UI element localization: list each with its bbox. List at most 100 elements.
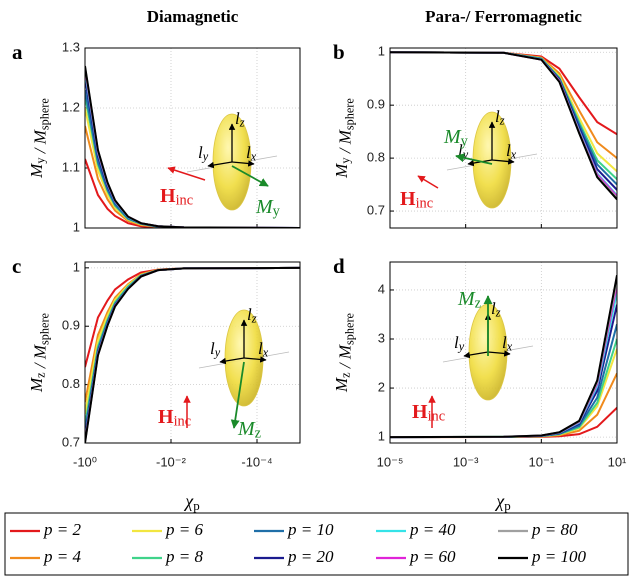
data-line [85,65,300,228]
m-label: My [443,126,469,150]
lx-arrow [491,158,515,165]
y-tick-label: 2 [378,379,385,394]
lx-label: lx [258,339,269,360]
lx-arrow [231,160,255,167]
symbol: H [158,406,174,428]
y-tick-label: 3 [378,330,385,345]
subscript: inc [176,193,194,209]
plot-frame [84,261,301,444]
y-tick-label: 1 [73,259,80,274]
x-tick-label: 10¹ [608,454,627,469]
lz-label: lz [491,299,501,320]
subscript: sphere [342,98,356,130]
subscript: sphere [37,98,51,130]
lx-label: lx [246,143,257,164]
symbol: l [246,143,251,162]
y-tick-label: 0.7 [62,434,80,449]
subscript: y [33,157,47,164]
ly-label: ly [198,143,209,164]
symbol: M [237,418,256,440]
symbol: M [443,126,462,148]
subscript: y [213,345,221,359]
symbol: / [31,361,50,369]
panel-letter: b [333,40,345,64]
data-line [390,51,617,201]
h-inc-arrow [417,175,439,189]
subscript: y [201,149,209,163]
symbol: l [495,107,500,126]
subscript: sphere [342,313,356,345]
column-title: Diamagnetic [147,7,239,26]
symbol: l [454,333,459,352]
subscript: z [495,305,501,319]
y-tick-label: 0.7 [367,202,385,217]
y-tick-label: 0.9 [62,318,80,333]
plot-frame [84,47,301,229]
m-arrow [231,165,269,187]
symbol: l [491,299,496,318]
subscript: y [457,339,465,353]
symbol: M [336,129,355,145]
lx-arrow [487,350,511,357]
m-arrow [455,153,493,165]
plot-area [85,48,300,228]
symbol: M [457,288,476,310]
subscript: inc [416,196,434,212]
symbol: l [502,333,507,352]
m-arrow [230,361,245,429]
y-tick-label: 1 [73,219,80,234]
x-axis-label: χp [183,491,199,513]
subscript: y [461,134,469,150]
legend-label: p = 40 [409,520,456,539]
subscript: inc [428,409,446,425]
ly-arrow [207,161,233,169]
subscript: z [499,113,505,127]
symbol: χ [494,491,505,511]
symbol: H [400,188,416,210]
symbol: l [198,143,203,162]
symbol: H [160,185,176,207]
y-tick-label: 0.9 [367,97,385,112]
subscript: p [504,498,510,513]
subscript: z [33,372,47,378]
symbol: l [210,339,215,358]
symbol: χ [183,491,194,511]
legend-label: p = 4 [43,547,81,566]
subscript: x [510,147,517,161]
legend-label: p = 20 [287,547,334,566]
m-label: Mz [237,418,261,442]
panel-letter: c [12,254,21,278]
subscript: z [475,296,481,312]
subscript: z [255,426,261,442]
y-tick-label: 4 [378,281,385,296]
subscript: z [251,311,257,325]
ly-arrow [219,357,245,365]
subscript: x [506,339,513,353]
subscript: z [338,372,352,378]
subscript: x [262,345,269,359]
x-tick-label: 10⁻⁵ [377,454,404,469]
y-axis-label: Mz / Msphere [27,313,51,393]
symbol: M [332,163,351,179]
legend-label: p = 2 [43,520,81,539]
x-axis-label: χp [494,491,510,513]
y-axis-label: My / Msphere [332,98,356,179]
x-tick-label: 10⁻³ [453,454,479,469]
symbol: M [336,344,355,360]
symbol: l [506,141,511,160]
ly-label: ly [454,333,465,354]
legend-label: p = 6 [165,520,203,539]
y-axis-label: Mz / Msphere [332,313,356,393]
h-inc-label: Hinc [400,188,433,212]
symbol: M [31,344,50,360]
m-label: Mz [457,288,481,312]
subscript: p [193,498,199,513]
legend-box [4,512,629,576]
y-tick-label: 1 [378,44,385,59]
legend-label: p = 60 [409,547,456,566]
column-title: Para-/ Ferromagnetic [425,7,582,26]
m-label: My [255,196,281,220]
legend-label: p = 100 [531,547,586,566]
symbol: H [412,401,428,423]
